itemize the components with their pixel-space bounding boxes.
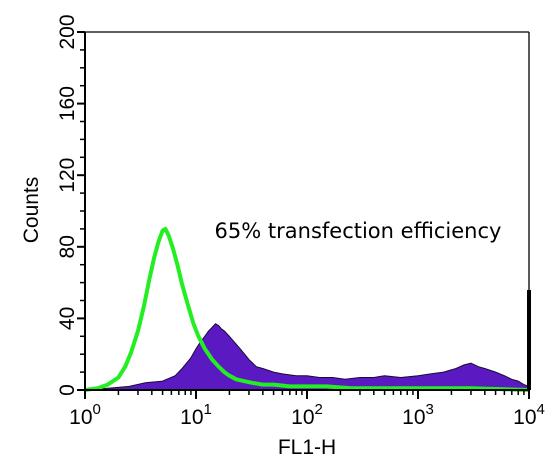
x-tick-label: 101 xyxy=(180,401,212,429)
x-axis-label: FL1-H xyxy=(278,436,336,459)
plot-frame xyxy=(84,31,531,391)
x-tick-label: 102 xyxy=(291,401,323,429)
y-axis-label: Counts xyxy=(20,177,43,244)
y-tick-label: 40 xyxy=(56,307,79,330)
series-line-histogram xyxy=(84,226,530,392)
x-axis-ticks: 100 101 102 103 104 xyxy=(69,390,545,429)
y-tick-label: 80 xyxy=(56,235,79,258)
x-tick-label: 104 xyxy=(513,401,545,429)
y-tick-label: 120 xyxy=(56,158,79,193)
plot-series xyxy=(84,226,530,392)
x-tick-label: 103 xyxy=(402,401,434,429)
x-tick-label: 100 xyxy=(69,401,101,429)
y-tick-label: 160 xyxy=(56,86,79,121)
series-filled-histogram xyxy=(84,323,530,391)
y-tick-label: 0 xyxy=(56,384,79,396)
annotation-text: 65% transfection efficiency xyxy=(215,219,502,243)
y-tick-label: 200 xyxy=(56,14,79,49)
y-axis-ticks: 0 40 80 120 160 200 xyxy=(56,14,85,396)
